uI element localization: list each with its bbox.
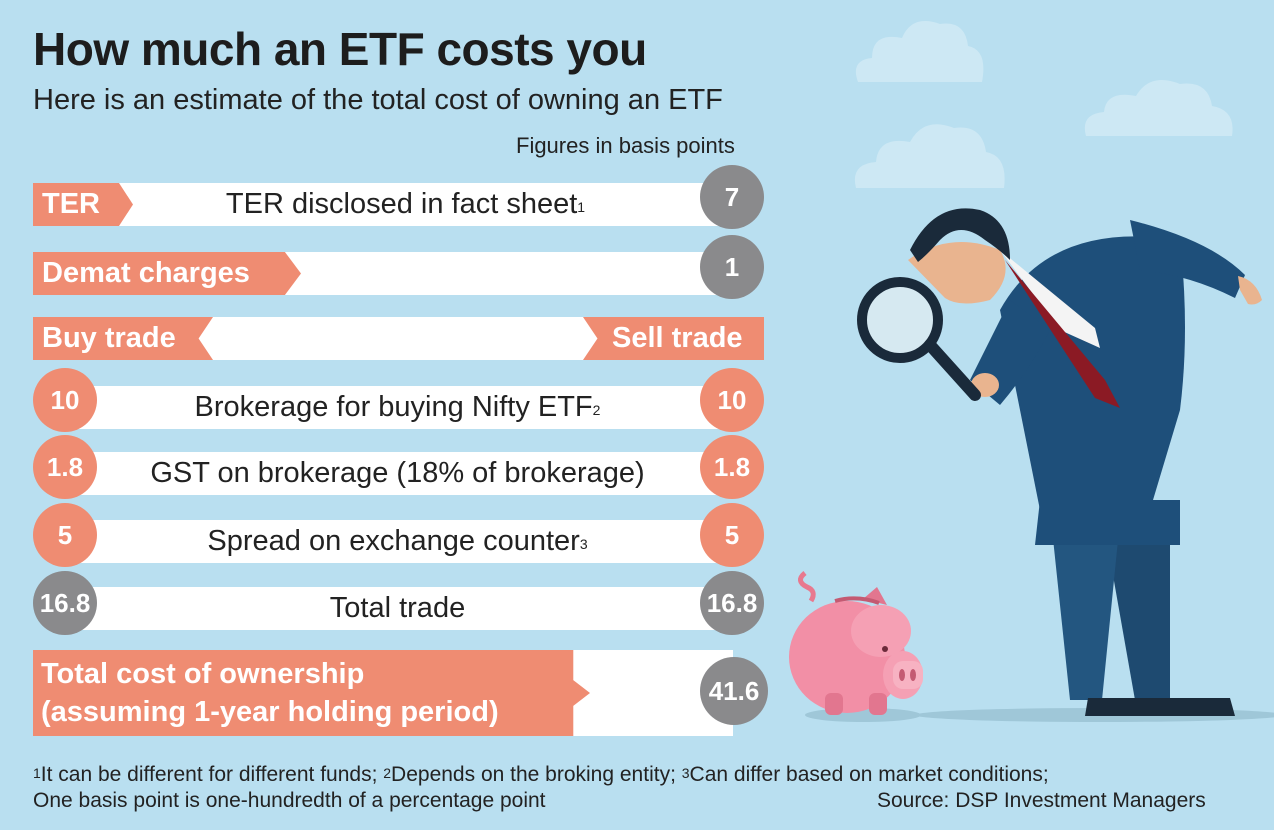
row-total-trade-sell: 16.8 — [700, 571, 764, 635]
man-with-magnifying-glass-icon — [857, 208, 1274, 722]
row-spread-sell: 5 — [700, 503, 764, 567]
footnote-text: Depends on the broking entity; — [391, 763, 682, 786]
sell-trade-label: Sell trade — [583, 317, 764, 360]
cloud-icon — [854, 124, 1005, 188]
row-spread-text-label: Spread on exchange counter — [207, 525, 580, 557]
row-ter-label: TER — [33, 183, 133, 226]
row-total-cost-line2: (assuming 1-year holding period) — [41, 696, 499, 728]
piggy-bank-icon — [789, 571, 923, 722]
row-total-cost-value: 41.6 — [700, 657, 768, 725]
footnote-text: It can be different for different funds; — [40, 763, 384, 786]
row-gst-bar — [65, 452, 735, 495]
row-gst-buy: 1.8 — [33, 435, 97, 499]
footnote-marker: 1 — [577, 198, 586, 215]
row-spread-buy: 5 — [33, 503, 97, 567]
row-ter-text: TER disclosed in fact sheet 1 — [133, 183, 678, 226]
row-ter-value: 7 — [700, 165, 764, 229]
footnote-number: 2 — [383, 765, 392, 781]
buy-trade-label: Buy trade — [33, 317, 213, 360]
cloud-icon — [855, 21, 984, 82]
row-total-trade-bar — [65, 587, 735, 630]
footnote-text: Can differ based on market conditions; — [689, 763, 1049, 786]
row-brokerage-buy: 10 — [33, 368, 97, 432]
row-total-cost-line1: Total cost of ownership — [41, 658, 365, 690]
row-spread-text: Spread on exchange counter 3 — [110, 520, 685, 563]
row-brokerage-text: Brokerage for buying Nifty ETF 2 — [110, 386, 685, 429]
footnote-marker: 3 — [579, 535, 588, 552]
footnotes-line1: 1It can be different for different funds… — [33, 763, 1049, 787]
units-note: Figures in basis points — [516, 133, 735, 158]
row-ter-bar — [33, 183, 733, 226]
footnotes-line2: One basis point is one-hundredth of a pe… — [33, 789, 546, 812]
row-brokerage-text-label: Brokerage for buying Nifty ETF — [194, 391, 593, 423]
page-subtitle: Here is an estimate of the total cost of… — [33, 84, 723, 116]
source-note: Source: DSP Investment Managers — [877, 789, 1206, 812]
footnote-number: 1 — [33, 765, 41, 781]
row-brokerage-bar — [65, 386, 735, 429]
row-spread-bar — [65, 520, 735, 563]
footnote-marker: 2 — [592, 401, 601, 418]
row-brokerage-sell: 10 — [700, 368, 764, 432]
page-title: How much an ETF costs you — [33, 23, 647, 75]
row-total-cost-label: Total cost of ownership (assuming 1-year… — [33, 650, 590, 736]
row-total-trade-text: Total trade — [329, 592, 466, 624]
row-total-trade-buy: 16.8 — [33, 571, 97, 635]
row-ter-text-label: TER disclosed in fact sheet — [225, 188, 578, 220]
cloud-icon — [1084, 80, 1233, 136]
row-gst-text: GST on brokerage (18% of brokerage) — [150, 457, 645, 489]
row-demat-value: 1 — [700, 235, 764, 299]
row-gst-sell: 1.8 — [700, 435, 764, 499]
row-demat-label: Demat charges — [33, 252, 301, 295]
footnote-number: 3 — [681, 765, 690, 781]
